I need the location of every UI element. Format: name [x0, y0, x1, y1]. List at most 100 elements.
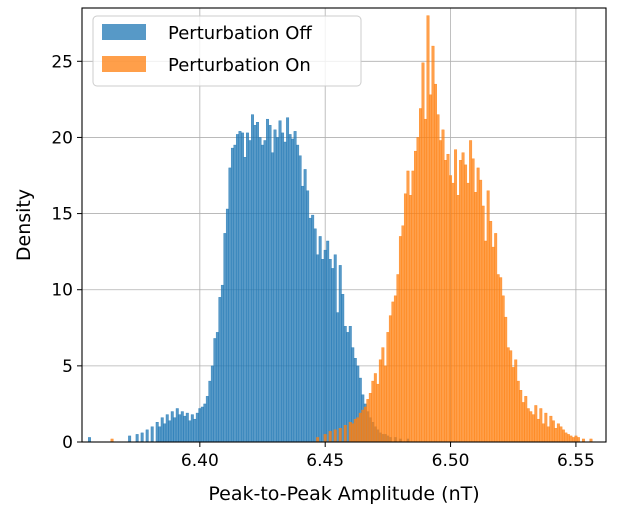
histogram-bar — [471, 158, 475, 443]
histogram-bar — [348, 422, 352, 443]
histogram-bar — [343, 326, 347, 443]
histogram-bar — [353, 418, 357, 443]
histogram-bar — [378, 359, 382, 443]
histogram-bar — [180, 411, 184, 443]
histogram-bar — [313, 228, 317, 443]
legend: Perturbation Off Perturbation On — [92, 15, 362, 87]
x-tick-label: 6.55 — [557, 451, 595, 471]
histogram-bar — [281, 132, 285, 443]
histogram-bar — [163, 423, 167, 443]
histogram-bar — [358, 412, 362, 443]
histogram-bar — [454, 149, 458, 443]
histogram-bar — [278, 120, 282, 443]
histogram-bar — [464, 164, 468, 443]
histogram-bar — [173, 417, 177, 443]
histogram-bar — [431, 45, 435, 443]
histogram-bar — [316, 254, 320, 443]
histogram-bar — [403, 193, 407, 443]
histogram-bar — [391, 301, 395, 443]
histogram-bar — [419, 108, 422, 443]
histogram-bar — [536, 418, 540, 443]
histogram-bar — [551, 420, 555, 443]
histogram-bar — [241, 132, 244, 443]
histogram-bar — [203, 403, 207, 443]
histogram-bar — [381, 347, 385, 443]
histogram-bar — [170, 411, 174, 443]
histogram-bar — [444, 160, 447, 443]
legend-label: Perturbation Off — [168, 23, 312, 44]
histogram-bar — [509, 350, 513, 443]
histogram-bar — [346, 332, 350, 443]
histogram-bar — [426, 15, 430, 443]
histogram-bar — [326, 240, 330, 443]
histogram-bar — [253, 125, 257, 443]
histogram-bar — [258, 137, 262, 443]
histogram-bar — [534, 405, 538, 443]
histogram-bar — [398, 236, 402, 443]
histogram-bar — [486, 190, 490, 443]
histogram-bar — [323, 434, 327, 443]
histogram-bar — [408, 195, 412, 443]
histogram-bar — [311, 214, 315, 443]
histogram-bar — [516, 380, 520, 443]
histogram-bar — [564, 432, 568, 443]
histogram-bar — [363, 406, 367, 443]
histogram-bar — [261, 144, 264, 443]
histogram-bar — [266, 118, 269, 443]
histogram-bar — [333, 254, 337, 443]
histogram-bar — [273, 129, 277, 443]
x-axis-label: Peak-to-Peak Amplitude (nT) — [208, 483, 479, 505]
histogram-bar — [208, 380, 212, 443]
histogram-bar — [225, 208, 229, 443]
histogram-bar — [499, 277, 503, 443]
histogram-bar — [451, 182, 455, 443]
histogram-bar — [333, 429, 337, 443]
histogram-bar — [251, 114, 254, 443]
histogram-bar — [406, 170, 410, 443]
histogram-bar — [424, 118, 427, 443]
histogram-bar — [371, 380, 375, 443]
histogram-bar — [168, 420, 172, 443]
histogram-bar — [188, 420, 192, 443]
histogram-bar — [198, 408, 202, 443]
histogram-bar — [569, 435, 573, 443]
histogram-bar — [576, 437, 580, 443]
histogram-bar — [213, 338, 217, 443]
histogram-bar — [556, 423, 560, 443]
histogram-bar — [158, 426, 162, 443]
histogram-bar — [205, 396, 209, 443]
legend-label: Perturbation On — [168, 55, 311, 76]
histogram-bar — [271, 152, 274, 443]
histogram-bar — [356, 417, 360, 443]
histogram-bar — [494, 233, 498, 443]
histogram-bar — [526, 408, 530, 443]
histogram-bar — [195, 412, 199, 443]
histogram-bar — [529, 411, 533, 443]
histogram-bar — [449, 175, 453, 443]
histogram-bar — [291, 138, 295, 443]
histogram-bar — [336, 312, 340, 443]
histogram-bar — [434, 83, 437, 443]
histogram-bar — [150, 426, 154, 443]
histogram-bar — [541, 423, 545, 443]
histogram-bar — [298, 155, 302, 443]
histogram-bar — [506, 347, 510, 443]
histogram-bar — [549, 415, 553, 443]
histogram-bar — [481, 205, 485, 443]
series-perturbation-on — [110, 15, 593, 443]
legend-swatch — [102, 56, 146, 72]
histogram-bar — [511, 367, 515, 443]
y-tick-label: 5 — [62, 357, 73, 377]
histogram-bar — [88, 437, 91, 443]
histogram-bar — [321, 259, 325, 443]
legend-swatch — [102, 24, 146, 40]
histogram-bar — [343, 425, 347, 443]
histogram-bar — [246, 132, 249, 443]
histogram-bar — [373, 373, 377, 443]
histogram-bar — [388, 315, 392, 443]
plot-frame — [81, 7, 607, 443]
histogram-bar — [501, 295, 505, 443]
histogram-bar — [238, 131, 242, 443]
histogram-bar — [489, 220, 493, 443]
